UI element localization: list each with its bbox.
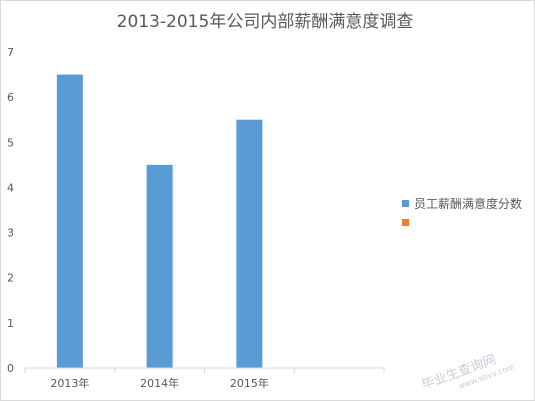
legend-swatch-series-2: [402, 219, 409, 226]
x-axis-ticks: 2013年 2014年 2015年: [24, 368, 385, 390]
y-tick-label: 3: [7, 227, 14, 240]
y-tick-label: 2: [7, 272, 14, 285]
legend-label-series-1: 员工薪酬满意度分数: [414, 196, 522, 211]
y-tick-label: 0: [7, 362, 14, 375]
y-tick-label: 4: [7, 181, 14, 194]
chart-title: 2013-2015年公司内部薪酬满意度调查: [117, 12, 414, 32]
bar-1-1: [56, 74, 83, 369]
y-tick-label: 6: [7, 91, 14, 104]
y-axis-ticks: 0 1 2 3 4 5 6 7: [7, 46, 14, 375]
watermark: 毕业生查询网 www.sbvv.com: [420, 352, 516, 393]
y-tick-label: 1: [7, 317, 14, 330]
x-tick-label: 2015年: [230, 376, 269, 390]
bar-1-2: [146, 164, 173, 368]
y-tick-label: 7: [7, 46, 14, 59]
legend-swatch-series-1: [402, 200, 409, 207]
x-tick-label: 2014年: [140, 376, 179, 390]
y-tick-label: 5: [7, 136, 14, 149]
legend: 员工薪酬满意度分数: [402, 196, 522, 226]
plot-area: [56, 74, 263, 369]
bar-1-3: [236, 119, 263, 368]
x-tick-label: 2013年: [50, 376, 89, 390]
